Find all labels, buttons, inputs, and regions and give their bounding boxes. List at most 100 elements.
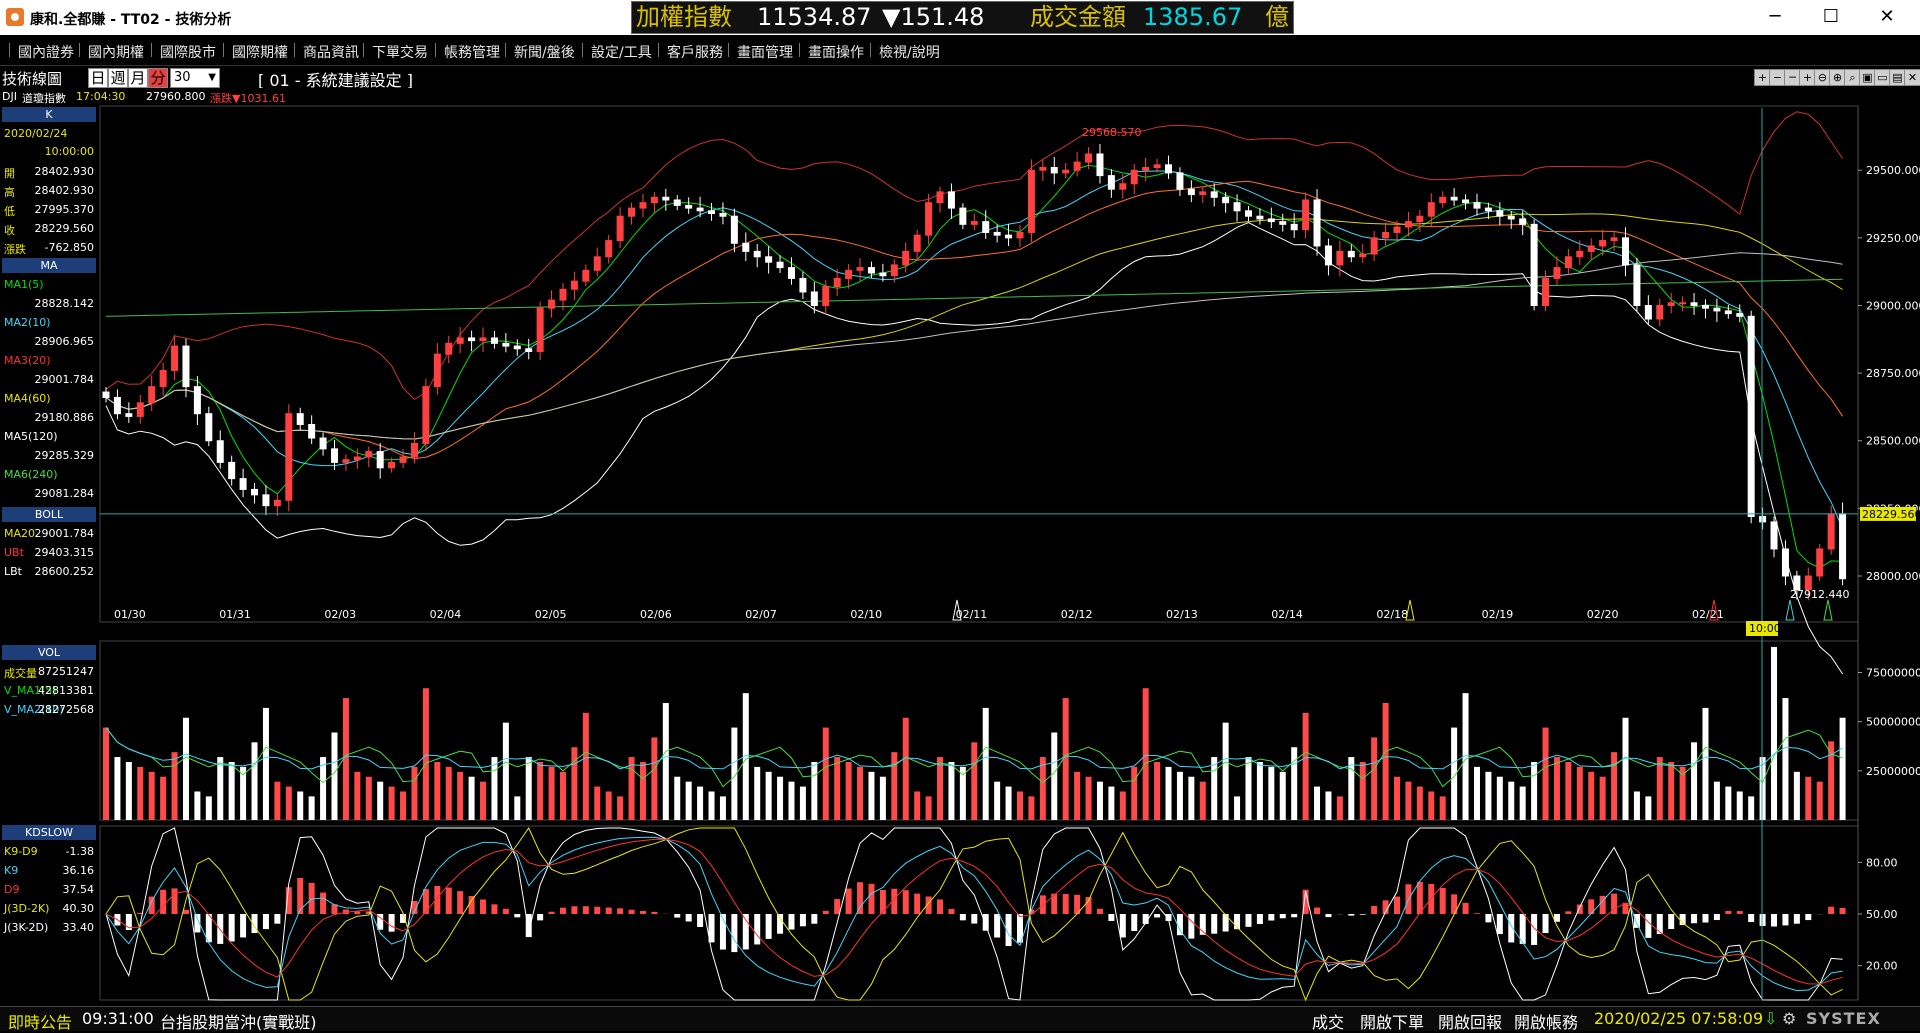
- volume-bar: [309, 796, 315, 820]
- kd-diff-bar: [354, 911, 360, 914]
- candle-body: [1371, 238, 1377, 254]
- kd-diff-bar: [1497, 914, 1503, 934]
- volume-bar: [1702, 708, 1708, 820]
- kd-diff-bar: [617, 908, 623, 914]
- candle-body: [880, 273, 886, 276]
- kd-diff-bar: [948, 909, 954, 914]
- candle-body: [1040, 168, 1046, 171]
- volume-bar: [469, 777, 475, 820]
- volume-bar: [366, 777, 372, 820]
- kd-diff-bar: [686, 914, 692, 921]
- candle-body: [309, 425, 315, 439]
- candle-body: [1451, 197, 1457, 200]
- candle-body: [857, 268, 863, 271]
- volume-bar: [286, 787, 292, 820]
- candle-body: [172, 346, 178, 370]
- candle-body: [126, 414, 132, 417]
- candle-body: [731, 216, 737, 243]
- kd-diff-bar: [629, 910, 635, 914]
- candle-body: [377, 452, 383, 468]
- open-order-button[interactable]: 開啟下單: [1360, 1009, 1424, 1033]
- candle-body: [1394, 227, 1400, 232]
- volume-bar: [1200, 782, 1206, 820]
- volume-bar: [503, 723, 509, 820]
- kd-diff-bar: [1691, 914, 1697, 923]
- candle-body: [194, 387, 200, 414]
- candle-body: [366, 452, 372, 457]
- candle-body: [1497, 211, 1503, 216]
- candle-body: [1211, 192, 1217, 197]
- volume-bar: [320, 757, 326, 820]
- volume-bar: [1234, 796, 1240, 820]
- candle-body: [183, 346, 189, 387]
- volume-bar: [823, 728, 829, 820]
- volume-bar: [617, 796, 623, 820]
- volume-bar: [1177, 772, 1183, 820]
- kd-diff-bar: [971, 914, 977, 924]
- date-tick-label: 02/05: [535, 608, 567, 621]
- price-tick-label: 29000.000: [1866, 299, 1920, 312]
- candle-body: [491, 338, 497, 343]
- volume-bar: [880, 777, 886, 820]
- candle-body: [629, 208, 635, 216]
- kd-diff-bar: [1257, 914, 1263, 924]
- candle-body: [651, 197, 657, 202]
- candle-body: [1405, 222, 1411, 227]
- open-report-button[interactable]: 開啟回報: [1438, 1009, 1502, 1033]
- candle-body: [103, 392, 109, 397]
- candle-body: [423, 387, 429, 444]
- candle-body: [1645, 305, 1651, 319]
- kd-diff-bar: [480, 899, 486, 914]
- candle-body: [1508, 216, 1514, 219]
- volume-bar: [1108, 787, 1114, 820]
- candle-body: [1657, 305, 1663, 319]
- volume-bar: [411, 767, 417, 820]
- kd-diff-bar: [1543, 914, 1549, 933]
- candle-body: [720, 214, 726, 217]
- candle-body: [1428, 203, 1434, 217]
- announcement-label: 即時公告: [8, 1009, 72, 1033]
- kd-diff-bar: [800, 914, 806, 926]
- volume-bar: [1428, 791, 1434, 820]
- candle-body: [1166, 165, 1172, 173]
- candle-body: [1771, 522, 1777, 549]
- kd-diff-bar: [1097, 909, 1103, 914]
- candle-body: [263, 495, 269, 506]
- candle-body: [800, 278, 806, 292]
- date-tick-label: 02/06: [640, 608, 672, 621]
- date-tick-label: 02/10: [850, 608, 882, 621]
- volume-bar: [583, 713, 589, 820]
- volume-bar: [1771, 647, 1777, 820]
- announcement-message[interactable]: 台指股期當沖(實戰班): [160, 1009, 317, 1033]
- kd-diff-bar: [1782, 914, 1788, 925]
- volume-bar: [1188, 777, 1194, 820]
- volume-bar: [1794, 772, 1800, 820]
- filled-orders-button[interactable]: 成交: [1312, 1009, 1344, 1033]
- lock-icon: ⚙: [1782, 1009, 1796, 1028]
- kd-diff-bar: [446, 888, 452, 914]
- price-tick-label: 28500.000: [1866, 435, 1920, 448]
- candle-body: [1485, 208, 1491, 211]
- date-tick-label: 01/31: [219, 608, 251, 621]
- open-account-button[interactable]: 開啟帳務: [1514, 1009, 1578, 1033]
- kd-diff-bar: [1668, 914, 1674, 929]
- volume-bar: [1577, 767, 1583, 820]
- date-tick-label: 01/30: [114, 608, 146, 621]
- kd-diff-bar: [674, 914, 680, 918]
- volume-bar: [1154, 762, 1160, 820]
- candle-body: [1086, 154, 1092, 162]
- kd-diff-bar: [811, 914, 817, 924]
- candle-body: [1325, 246, 1331, 265]
- volume-bar: [606, 791, 612, 820]
- candle-body: [948, 192, 954, 208]
- candle-body: [331, 449, 337, 463]
- kd-diff-bar: [183, 910, 189, 914]
- candle-body: [389, 462, 395, 467]
- volume-bar: [480, 782, 486, 820]
- kd-diff-bar: [1485, 914, 1491, 922]
- volume-bar: [114, 757, 120, 820]
- kd-diff-bar: [1474, 913, 1480, 914]
- candle-body: [206, 414, 212, 441]
- technical-chart[interactable]: 29500.00029250.00029000.00028750.0002850…: [0, 0, 1920, 1006]
- kd-diff-bar: [1748, 914, 1754, 922]
